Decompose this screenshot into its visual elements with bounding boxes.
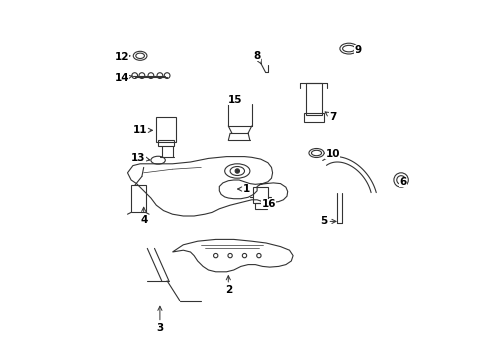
Text: 1: 1	[237, 184, 249, 194]
Text: 14: 14	[115, 73, 132, 83]
Bar	[158, 140, 174, 146]
Text: 16: 16	[261, 199, 275, 210]
Circle shape	[256, 253, 261, 258]
Text: 2: 2	[224, 276, 231, 295]
Circle shape	[242, 253, 246, 258]
Circle shape	[235, 169, 239, 173]
Text: 9: 9	[354, 45, 361, 55]
Text: 4: 4	[140, 207, 147, 225]
Bar	[305, 83, 321, 115]
Circle shape	[227, 253, 232, 258]
Text: 7: 7	[325, 112, 336, 122]
Bar	[253, 187, 267, 203]
Text: 8: 8	[253, 51, 261, 64]
Circle shape	[213, 253, 218, 258]
Bar	[254, 203, 266, 209]
Text: 5: 5	[320, 216, 335, 226]
Text: 10: 10	[324, 149, 339, 159]
Text: 11: 11	[133, 125, 152, 135]
Text: 3: 3	[156, 306, 163, 333]
Bar	[303, 113, 323, 122]
Bar	[156, 117, 176, 142]
Text: 13: 13	[131, 153, 149, 163]
Text: 6: 6	[399, 177, 406, 187]
Text: 12: 12	[115, 51, 130, 62]
Text: 15: 15	[228, 95, 242, 105]
Bar	[131, 185, 145, 212]
